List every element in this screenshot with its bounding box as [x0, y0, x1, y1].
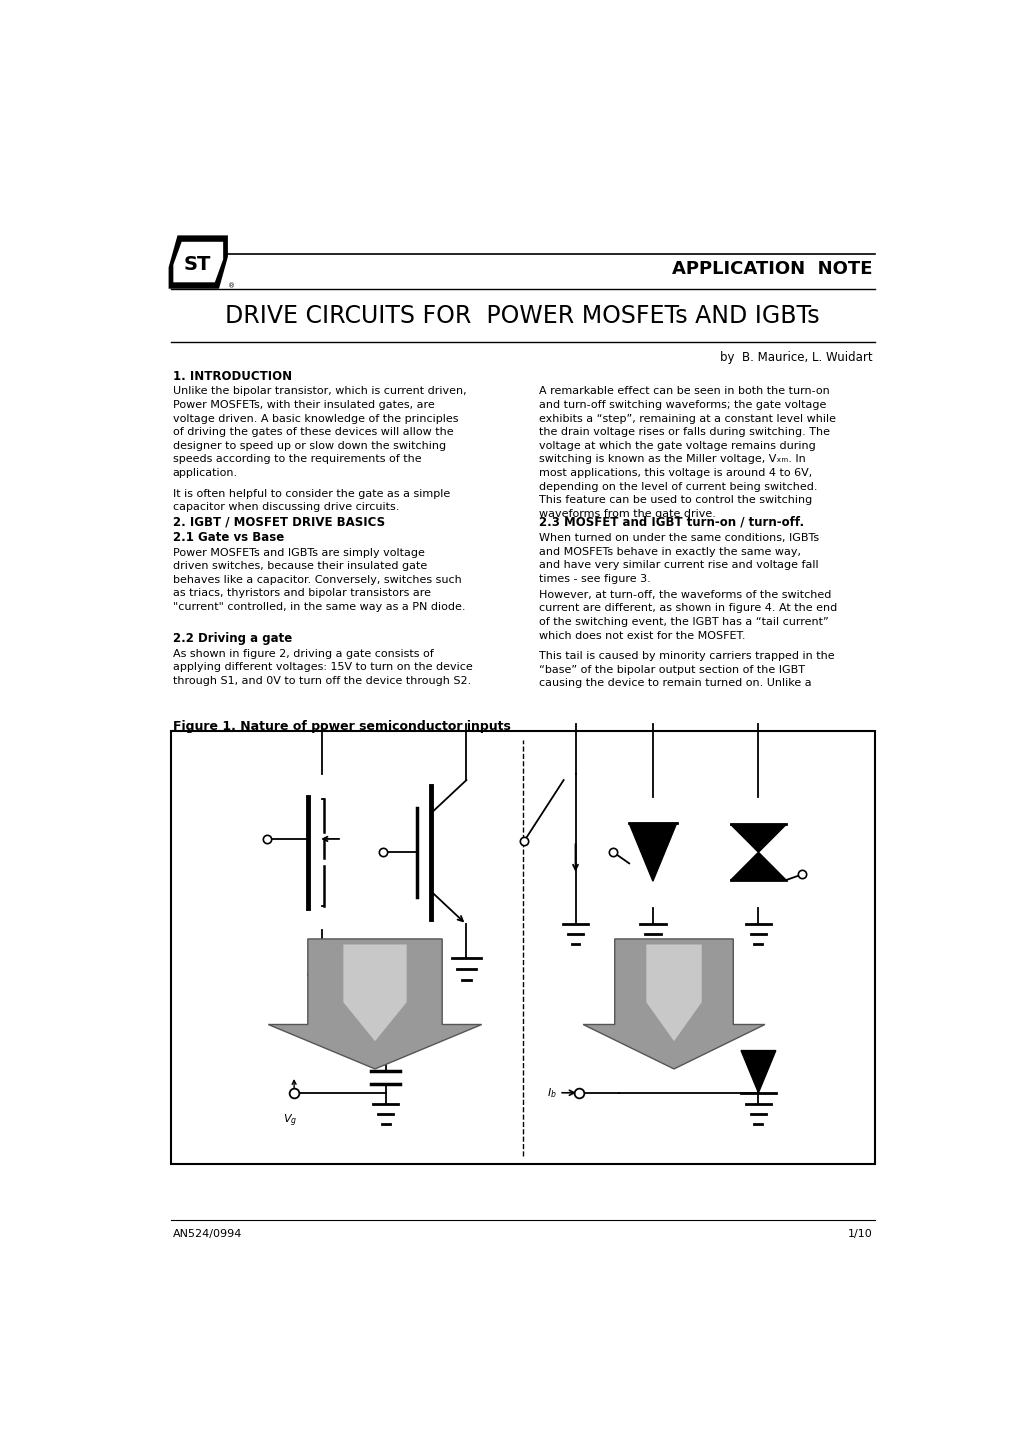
Polygon shape [741, 1051, 775, 1092]
Text: 2.1 Gate vs Base: 2.1 Gate vs Base [172, 531, 283, 544]
Text: by  B. Maurice, L. Wuidart: by B. Maurice, L. Wuidart [718, 351, 871, 364]
Text: A remarkable effect can be seen in both the turn-on
and turn-off switching wavef: A remarkable effect can be seen in both … [538, 387, 835, 519]
Text: Unlike the bipolar transistor, which is current driven,
Power MOSFETs, with thei: Unlike the bipolar transistor, which is … [172, 387, 466, 478]
Polygon shape [268, 939, 481, 1069]
Polygon shape [629, 824, 676, 882]
Text: This tail is caused by minority carriers trapped in the
“base” of the bipolar ou: This tail is caused by minority carriers… [538, 651, 834, 688]
Text: However, at turn-off, the waveforms of the switched
current are different, as sh: However, at turn-off, the waveforms of t… [538, 590, 836, 641]
Polygon shape [583, 939, 764, 1069]
Text: APPLICATION  NOTE: APPLICATION NOTE [671, 260, 871, 277]
Polygon shape [343, 945, 407, 1042]
Text: 1/10: 1/10 [847, 1229, 871, 1238]
Polygon shape [646, 945, 701, 1042]
Text: $I_b$: $I_b$ [547, 1087, 556, 1100]
Text: 2. IGBT / MOSFET DRIVE BASICS: 2. IGBT / MOSFET DRIVE BASICS [172, 515, 384, 528]
Text: It is often helpful to consider the gate as a simple
capacitor when discussing d: It is often helpful to consider the gate… [172, 489, 449, 512]
Text: As shown in figure 2, driving a gate consists of
applying different voltages: 15: As shown in figure 2, driving a gate con… [172, 649, 472, 685]
Text: Figure 1. Nature of power semiconductor inputs: Figure 1. Nature of power semiconductor … [172, 720, 510, 733]
Text: 2.3 MOSFET and IGBT turn-on / turn-off.: 2.3 MOSFET and IGBT turn-on / turn-off. [538, 515, 803, 528]
Text: 1. INTRODUCTION: 1. INTRODUCTION [172, 369, 291, 382]
Text: ®: ® [227, 283, 234, 290]
Text: ST: ST [183, 255, 211, 274]
Polygon shape [173, 242, 223, 283]
Text: $V_g$: $V_g$ [282, 1113, 297, 1130]
Text: 2.2 Driving a gate: 2.2 Driving a gate [172, 632, 291, 645]
Bar [171, 732, 873, 1165]
Polygon shape [730, 853, 786, 880]
Polygon shape [730, 824, 786, 853]
Text: AN524/0994: AN524/0994 [172, 1229, 242, 1238]
Text: Power MOSFETs and IGBTs are simply voltage
driven switches, because their insula: Power MOSFETs and IGBTs are simply volta… [172, 547, 465, 612]
Text: When turned on under the same conditions, IGBTs
and MOSFETs behave in exactly th: When turned on under the same conditions… [538, 532, 818, 584]
Text: ST: ST [174, 254, 217, 283]
Text: DRIVE CIRCUITS FOR  POWER MOSFETs AND IGBTs: DRIVE CIRCUITS FOR POWER MOSFETs AND IGB… [225, 304, 819, 329]
Polygon shape [168, 235, 227, 289]
